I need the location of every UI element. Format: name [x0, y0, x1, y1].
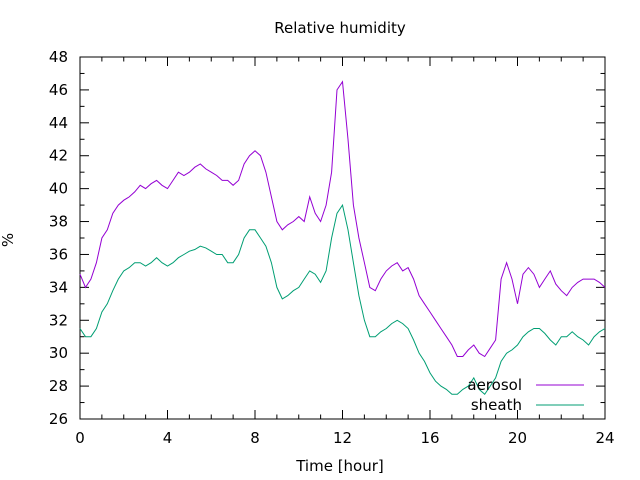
- x-tick-label: 8: [250, 429, 260, 447]
- legend-label-aerosol: aerosol: [467, 376, 522, 394]
- y-tick-label: 32: [49, 311, 68, 329]
- chart-title: Relative humidity: [274, 19, 406, 37]
- series-line-sheath: [79, 203, 606, 396]
- y-tick-label: 30: [49, 344, 68, 362]
- y-tick-label: 26: [49, 410, 68, 428]
- y-tick-label: 46: [49, 81, 68, 99]
- x-tick-label: 12: [333, 429, 352, 447]
- legend-label-sheath: sheath: [471, 396, 522, 414]
- x-tick-label: 20: [508, 429, 527, 447]
- series-line-aerosol: [79, 80, 606, 358]
- x-tick-label: 4: [163, 429, 173, 447]
- y-tick-label: 28: [49, 377, 68, 395]
- y-tick-label: 44: [49, 114, 68, 132]
- y-tick-label: 36: [49, 245, 68, 263]
- x-tick-label: 24: [595, 429, 614, 447]
- y-tick-label: 42: [49, 147, 68, 165]
- y-axis-label: %: [0, 233, 17, 247]
- series-layer: [79, 80, 606, 396]
- legend: aerosol sheath: [467, 376, 584, 414]
- x-tick-label: 16: [420, 429, 439, 447]
- x-axis-label: Time [hour]: [295, 457, 384, 475]
- y-tick-label: 48: [49, 48, 68, 66]
- plot-frame: [79, 56, 606, 420]
- x-tick-label: 0: [75, 429, 85, 447]
- y-tick-label: 34: [49, 278, 68, 296]
- y-tick-label: 40: [49, 180, 68, 198]
- y-tick-label: 38: [49, 213, 68, 231]
